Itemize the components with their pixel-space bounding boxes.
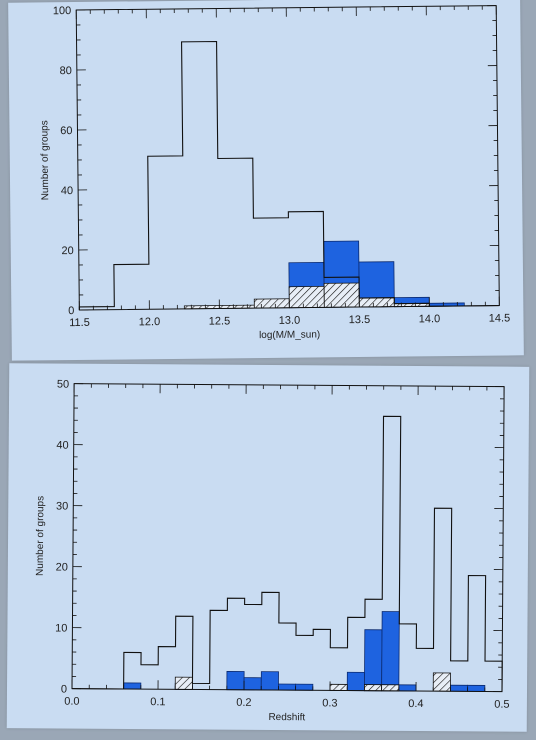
- x-tick-label: 11.5: [69, 317, 90, 329]
- y-tick-label: 100: [53, 5, 71, 17]
- y-tick-label: 40: [56, 440, 68, 452]
- top-chart-panel: 11.5 12.0 12.5 13.0 13.5 14.0 14.5 0 20 40 60 80 100…: [8, 0, 524, 361]
- y-tick-label: 0: [68, 305, 74, 317]
- x-tick-label: 14.5: [489, 312, 511, 324]
- blue-bar: [226, 671, 245, 691]
- bottom-chart-panel: 0.0 0.1 0.2 0.3 0.4 0.5 0 10 20 30 40 50 Redshift Num…: [6, 363, 530, 732]
- x-tick-label: 0.2: [236, 697, 251, 709]
- blue-bar: [398, 684, 417, 692]
- x-tick-label: 12.5: [209, 315, 231, 327]
- y-axis-label: Number of groups: [39, 120, 51, 200]
- y-tick-label: 80: [60, 65, 72, 77]
- blue-bar: [364, 629, 383, 692]
- blue-bar: [260, 671, 279, 691]
- y-tick-label: 30: [56, 501, 68, 513]
- blue-bar: [243, 677, 262, 691]
- hatched-bar: [253, 298, 290, 309]
- x-tick-label: 14.0: [419, 313, 441, 325]
- x-axis-label: Redshift: [268, 712, 305, 723]
- hatched-bar: [288, 285, 325, 309]
- blue-bar: [123, 682, 142, 690]
- blue-bar: [295, 683, 314, 691]
- histogram-outline-series: [78, 40, 500, 310]
- x-tick-label: 0.3: [322, 697, 337, 709]
- y-tick-label: 60: [60, 125, 72, 137]
- hatched-bar: [358, 297, 395, 308]
- blue-bar: [449, 684, 469, 692]
- blue-bar: [467, 684, 486, 692]
- hatched-bar: [381, 684, 400, 692]
- blue-bar: [381, 611, 400, 692]
- plot-frame: [71, 383, 505, 693]
- y-tick-label: 0: [61, 684, 67, 696]
- histogram-outline-series: [72, 415, 503, 692]
- hatched-bar: [432, 672, 451, 692]
- x-tick-label: 0.1: [150, 696, 165, 708]
- x-tick-label: 13.5: [349, 314, 371, 326]
- x-tick-label: 12.0: [139, 316, 161, 328]
- y-tick-label: 10: [55, 623, 67, 635]
- redshift-histogram: 0.0 0.1 0.2 0.3 0.4 0.5 0 10 20 30 40 50 Redshift Num…: [35, 379, 510, 724]
- y-tick-label: 20: [61, 245, 73, 257]
- hatched-bar: [364, 684, 383, 692]
- hatched-bar: [323, 282, 360, 308]
- blue-bar: [346, 671, 365, 692]
- x-axis-label: log(M/M_sun): [259, 329, 320, 341]
- x-tick-label: 0.4: [408, 698, 423, 710]
- y-tick-label: 40: [61, 185, 73, 197]
- hatched-bar: [329, 683, 348, 691]
- y-tick-label: 20: [56, 562, 68, 574]
- hatched-bar: [174, 676, 193, 690]
- y-axis-label: Number of groups: [35, 496, 47, 576]
- x-tick-label: 0.0: [64, 696, 79, 708]
- y-tick-label: 50: [57, 379, 69, 391]
- x-tick-label: 13.0: [279, 315, 301, 327]
- x-tick-label: 0.5: [494, 699, 509, 711]
- blue-bar: [278, 683, 297, 691]
- mass-histogram: 11.5 12.0 12.5 13.0 13.5 14.0 14.5 0 20 40 60 80 100…: [39, 5, 511, 341]
